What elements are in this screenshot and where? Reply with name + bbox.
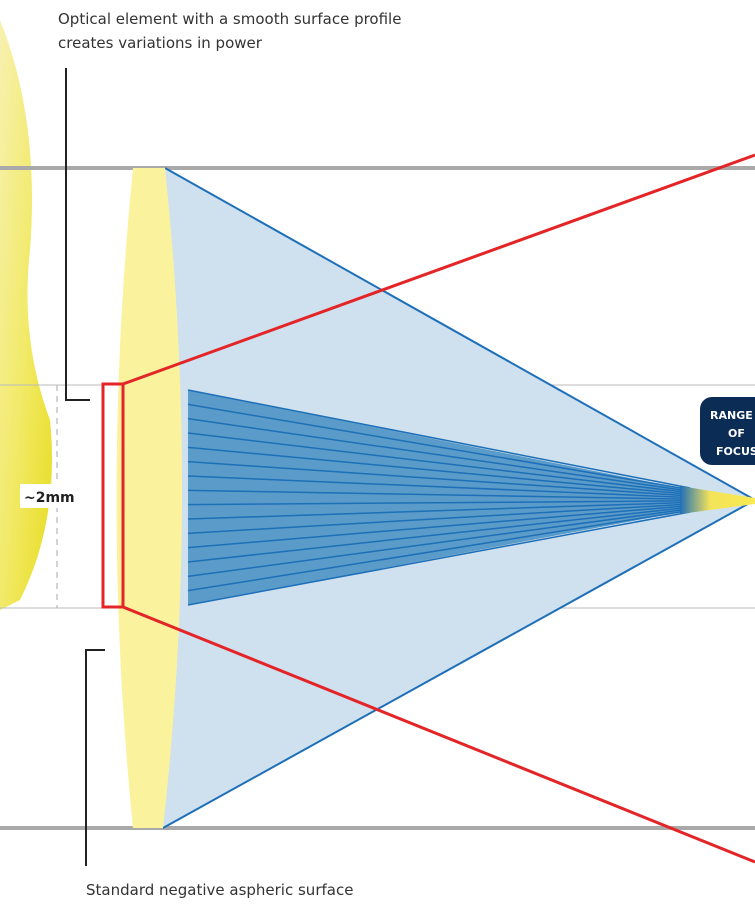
ray xyxy=(164,167,755,501)
badge xyxy=(700,397,755,465)
annotation: Optical element with a smooth surface pr… xyxy=(58,10,401,28)
fan-ray xyxy=(187,403,691,491)
annotation: Standard negative aspheric surface xyxy=(86,881,353,899)
size-label: ~2mm xyxy=(24,490,75,506)
fan-ray xyxy=(187,432,691,494)
fan-ray xyxy=(187,446,691,496)
fan-ray xyxy=(187,506,691,563)
fan-ray xyxy=(187,503,691,535)
zoom-line xyxy=(122,153,755,386)
ray xyxy=(162,499,755,829)
callout xyxy=(85,649,105,866)
fan-ray xyxy=(187,460,691,497)
fan-ray xyxy=(187,508,691,578)
callout xyxy=(65,68,90,401)
label-bg xyxy=(20,484,58,508)
fan-ray xyxy=(187,417,691,492)
lens xyxy=(116,168,183,828)
fan-ray xyxy=(187,501,691,520)
badge-text: FOCUS xyxy=(716,445,755,458)
zoom-box xyxy=(101,382,125,609)
fan-ray xyxy=(187,500,691,506)
zoom-line xyxy=(122,605,755,864)
focus-zone xyxy=(680,486,755,514)
fan-ray xyxy=(187,504,691,549)
badge-text: RANGE xyxy=(710,409,753,422)
annotation: creates variations in power xyxy=(58,34,263,52)
lens-detail xyxy=(0,20,52,610)
badge-text: OF xyxy=(728,427,745,440)
fan-rays xyxy=(187,389,691,606)
fan-ray xyxy=(187,489,691,500)
fan xyxy=(188,390,680,605)
fan-ray xyxy=(187,475,691,499)
fan-ray xyxy=(187,389,691,489)
fan-ray xyxy=(187,509,691,592)
fan-ray xyxy=(187,511,691,606)
